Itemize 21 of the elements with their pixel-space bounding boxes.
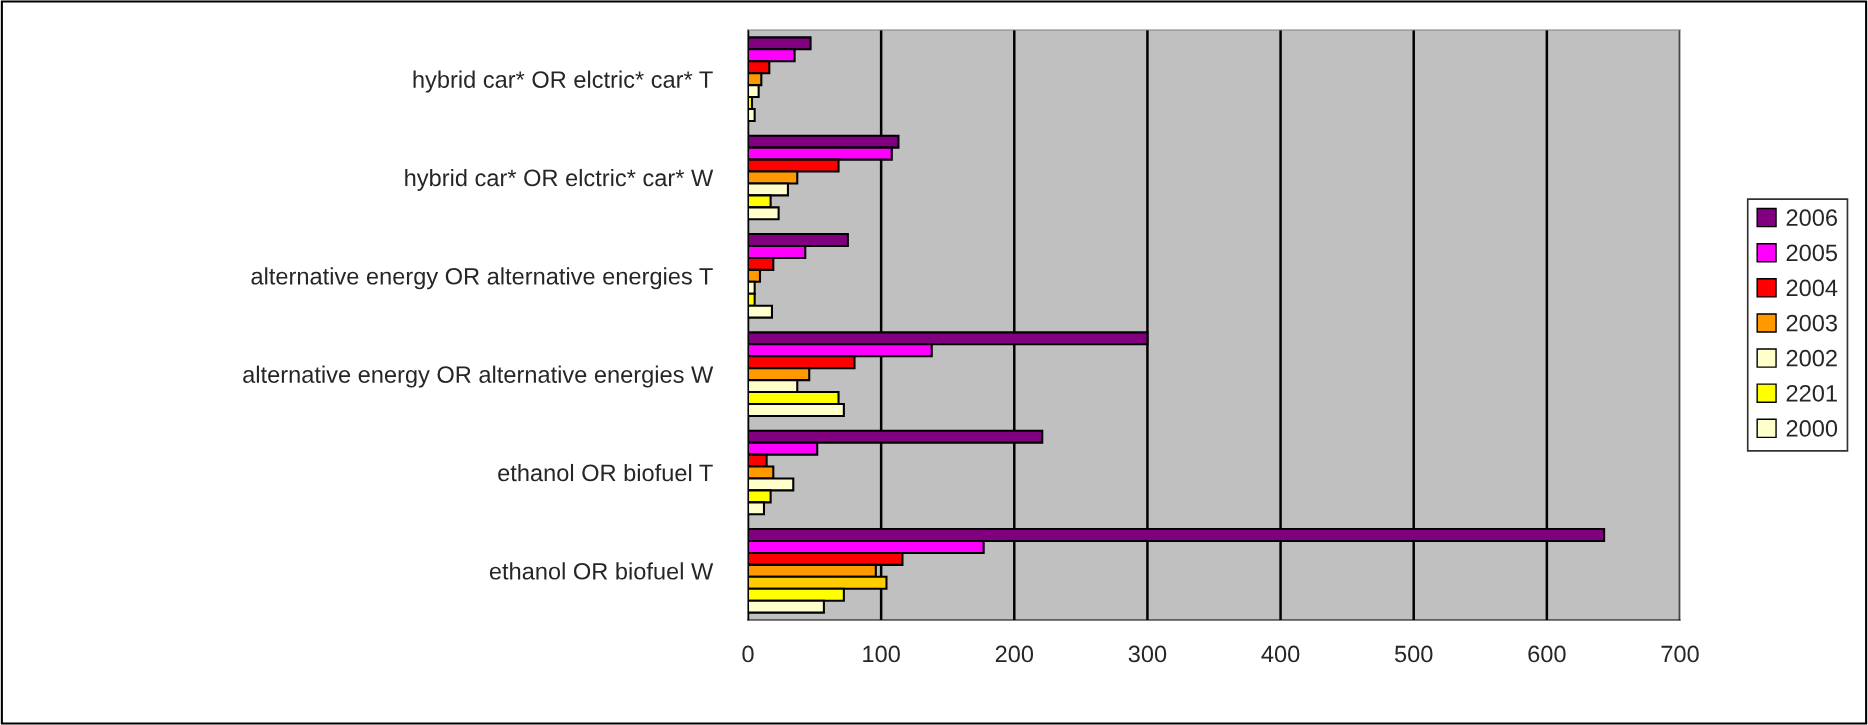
y-tick-label: alternative energy OR alternative energies T	[251, 267, 713, 290]
legend-label: 2006	[1786, 209, 1837, 227]
y-tick-label: alternative energy OR alternative energies W	[243, 365, 714, 388]
legend-label: 2002	[1786, 349, 1837, 367]
legend-label: 2000	[1786, 420, 1838, 437]
y-tick-label: ethanol OR biofuel W	[489, 562, 714, 580]
y-tick-label: ethanol OR biofuel T	[498, 463, 713, 482]
x-tick-label: 200	[995, 645, 1034, 663]
x-tick-label: 500	[1394, 645, 1433, 663]
y-tick-label: hybrid car* OR elctric* car* W	[405, 168, 714, 191]
legend-label: 2003	[1786, 314, 1837, 332]
legend-label: 2005	[1786, 244, 1838, 262]
x-tick-label: 700	[1661, 645, 1699, 663]
x-tick-label: 100	[863, 645, 900, 663]
y-tick-label: hybrid car* OR elctric* car* T	[413, 70, 713, 93]
legend-label: 2201	[1786, 384, 1837, 402]
x-tick-label: 0	[742, 645, 754, 663]
x-tick-label: 300	[1128, 645, 1167, 663]
x-tick-label: 400	[1261, 645, 1300, 663]
x-tick-label: 600	[1528, 645, 1566, 663]
legend-label: 2004	[1786, 279, 1838, 297]
